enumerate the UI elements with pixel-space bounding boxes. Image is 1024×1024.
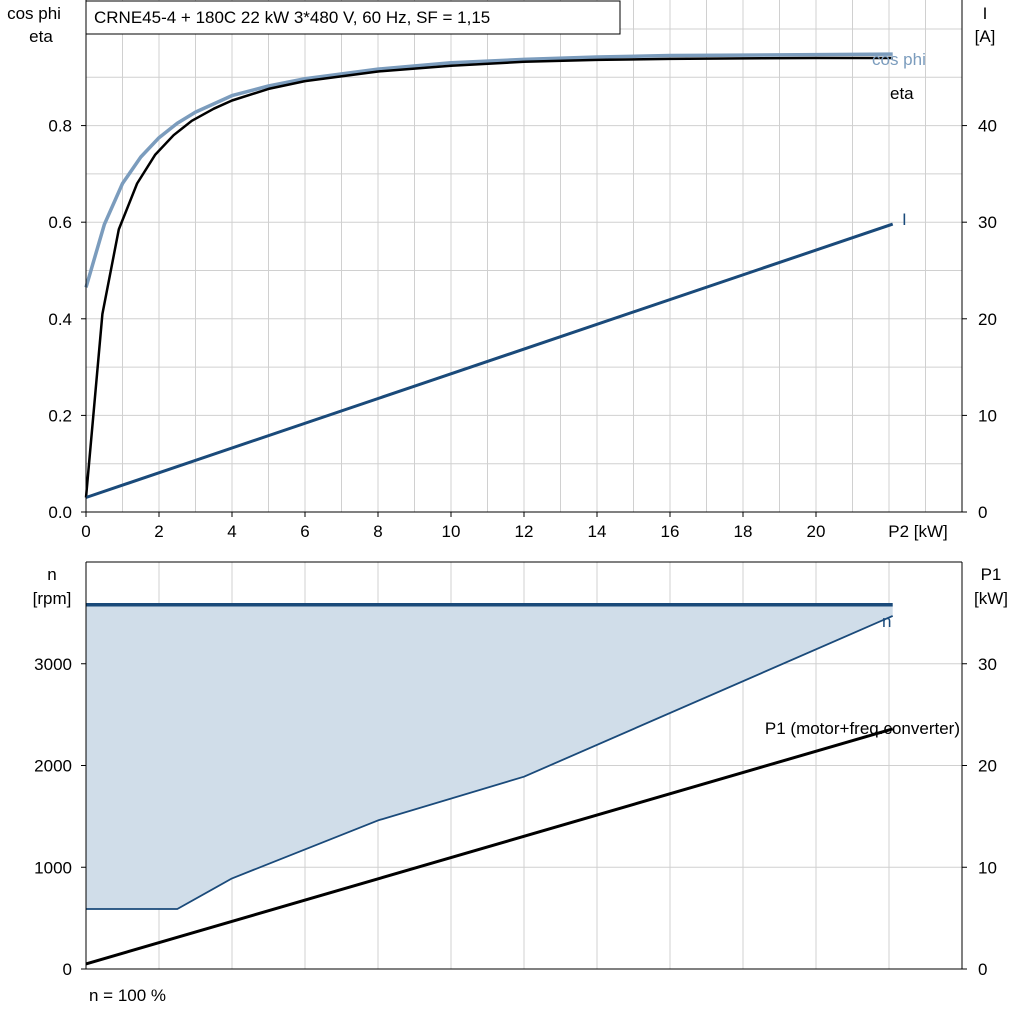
speed-range-band bbox=[86, 604, 893, 909]
x-tick-label: 10 bbox=[442, 522, 461, 541]
x-tick-label: 12 bbox=[515, 522, 534, 541]
x-tick-label: 14 bbox=[588, 522, 607, 541]
bottom-right-tick-label: 20 bbox=[978, 757, 997, 776]
bottom-left-tick-label: 3000 bbox=[34, 655, 72, 674]
bottom-tick-labels: 0 1000 2000 3000 0 10 20 30 bbox=[34, 655, 997, 979]
bottom-right-tick-label: 0 bbox=[978, 960, 987, 979]
top-left-axis-label-2: eta bbox=[29, 27, 53, 46]
x-tick-label: 8 bbox=[373, 522, 382, 541]
bottom-right-tick-label: 30 bbox=[978, 655, 997, 674]
bottom-left-tick-label: 2000 bbox=[34, 757, 72, 776]
top-grid bbox=[85, 0, 963, 512]
series-label-n: n bbox=[882, 612, 891, 631]
bottom-right-tick-label: 10 bbox=[978, 858, 997, 877]
top-tick-labels: 0 2 4 6 8 10 12 14 16 18 20 0.0 0.2 0.4 0.6 0.8 0 10 20 30 4… bbox=[48, 117, 997, 541]
x-tick-label: 2 bbox=[154, 522, 163, 541]
bottom-series bbox=[85, 602, 894, 966]
left-tick-label: 0.2 bbox=[48, 406, 72, 425]
series-label-i: I bbox=[902, 210, 907, 229]
x-tick-label: 0 bbox=[81, 522, 90, 541]
top-series bbox=[84, 52, 894, 499]
x-tick-label: 18 bbox=[734, 522, 753, 541]
series-line-p1-motor-freq-converter- bbox=[85, 727, 894, 966]
bottom-left-tick-label: 1000 bbox=[34, 858, 72, 877]
x-tick-label: 4 bbox=[227, 522, 236, 541]
bottom-left-tick-label: 0 bbox=[63, 960, 72, 979]
x-axis-label: P2 [kW] bbox=[888, 522, 948, 541]
x-tick-label: 20 bbox=[807, 522, 826, 541]
left-tick-label: 0.6 bbox=[48, 213, 72, 232]
bottom-left-axis-label-1: n bbox=[47, 565, 56, 584]
left-tick-label: 0.0 bbox=[48, 503, 72, 522]
top-right-axis-label-1: I bbox=[983, 4, 988, 23]
x-tick-label: 16 bbox=[661, 522, 680, 541]
series-line-cos-phi bbox=[84, 52, 893, 288]
top-left-axis-label-1: cos phi bbox=[7, 4, 61, 23]
bottom-left-axis-label-2: [rpm] bbox=[33, 589, 72, 608]
left-tick-label: 0.4 bbox=[48, 310, 72, 329]
left-tick-label: 0.8 bbox=[48, 117, 72, 136]
chart-title: CRNE45-4 + 180C 22 kW 3*480 V, 60 Hz, SF… bbox=[94, 8, 490, 27]
series-label-p1: P1 (motor+freq.converter) bbox=[765, 719, 960, 738]
top-right-axis-label-2: [A] bbox=[975, 27, 996, 46]
right-tick-label: 30 bbox=[978, 213, 997, 232]
bottom-right-axis-label-2: [kW] bbox=[974, 589, 1008, 608]
right-tick-label: 20 bbox=[978, 310, 997, 329]
bottom-right-axis-label-1: P1 bbox=[981, 565, 1002, 584]
right-tick-label: 40 bbox=[978, 117, 997, 136]
series-label-cos-phi: cos phi bbox=[872, 50, 926, 69]
series-line-i bbox=[85, 222, 894, 499]
series-label-eta: eta bbox=[890, 84, 914, 103]
title-box bbox=[85, 0, 621, 35]
x-tick-label: 6 bbox=[300, 522, 309, 541]
right-tick-label: 0 bbox=[978, 503, 987, 522]
footnote: n = 100 % bbox=[89, 986, 166, 1005]
series-line-eta bbox=[84, 56, 893, 498]
right-tick-label: 10 bbox=[978, 406, 997, 425]
series-line-n-min bbox=[86, 615, 894, 910]
